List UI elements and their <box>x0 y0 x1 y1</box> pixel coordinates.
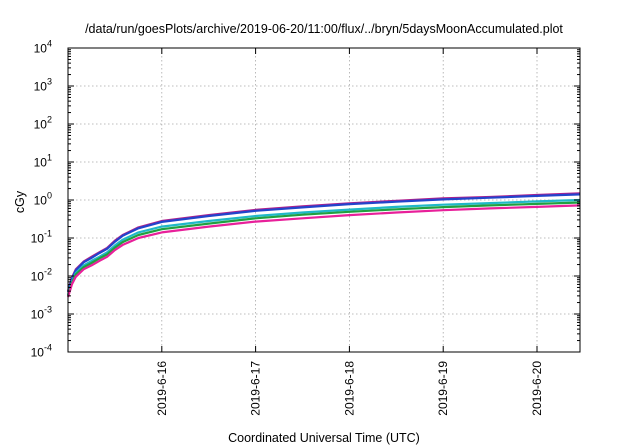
y-tick-label: 102 <box>34 115 52 132</box>
y-tick-base: 10 <box>34 156 48 170</box>
y-tick-exponent: 0 <box>47 191 52 201</box>
y-tick-base: 10 <box>31 270 45 284</box>
x-tick-label: 2019-6-16 <box>155 361 169 416</box>
y-tick-label: 100 <box>34 191 52 208</box>
y-tick-base: 10 <box>34 42 48 56</box>
x-tick-label: 2019-6-17 <box>249 361 263 416</box>
series-group <box>66 192 581 298</box>
y-tick-exponent: -3 <box>44 305 52 315</box>
y-tick-base: 10 <box>31 308 45 322</box>
y-tick-label: 10-3 <box>31 305 52 322</box>
y-tick-label: 10-1 <box>31 229 52 246</box>
y-tick-base: 10 <box>31 346 45 360</box>
y-tick-base: 10 <box>34 80 48 94</box>
y-tick-label: 103 <box>34 77 52 94</box>
y-tick-exponent: -1 <box>44 229 52 239</box>
chart-title: /data/run/goesPlots/archive/2019-06-20/1… <box>85 22 563 36</box>
y-tick-exponent: -4 <box>44 343 52 353</box>
series-line-3 <box>66 198 581 296</box>
y-tick-label: 104 <box>34 39 52 56</box>
grid <box>68 48 580 352</box>
y-tick-exponent: -2 <box>44 267 52 277</box>
y-tick-base: 10 <box>31 232 45 246</box>
x-tick-label: 2019-6-20 <box>530 361 544 416</box>
x-axis-label: Coordinated Universal Time (UTC) <box>228 431 420 445</box>
series-line-4 <box>66 201 581 297</box>
series-line-2 <box>66 193 581 293</box>
y-tick-label: 10-2 <box>31 267 52 284</box>
x-axis: 2019-6-16 2019-6-17 2019-6-18 2019-6-19 2019… <box>155 48 544 416</box>
series-line-5 <box>66 204 581 298</box>
y-tick-exponent: 4 <box>47 39 52 49</box>
y-tick-base: 10 <box>34 118 48 132</box>
y-axis-label: cGy <box>13 190 27 213</box>
x-tick-label: 2019-6-18 <box>342 361 356 416</box>
y-tick-exponent: 3 <box>47 77 52 87</box>
x-tick-label: 2019-6-19 <box>436 361 450 416</box>
y-tick-base: 10 <box>34 194 48 208</box>
y-tick-exponent: 2 <box>47 115 52 125</box>
y-tick-label: 10-4 <box>31 343 52 360</box>
y-tick-label: 101 <box>34 153 52 170</box>
y-tick-exponent: 1 <box>47 153 52 163</box>
